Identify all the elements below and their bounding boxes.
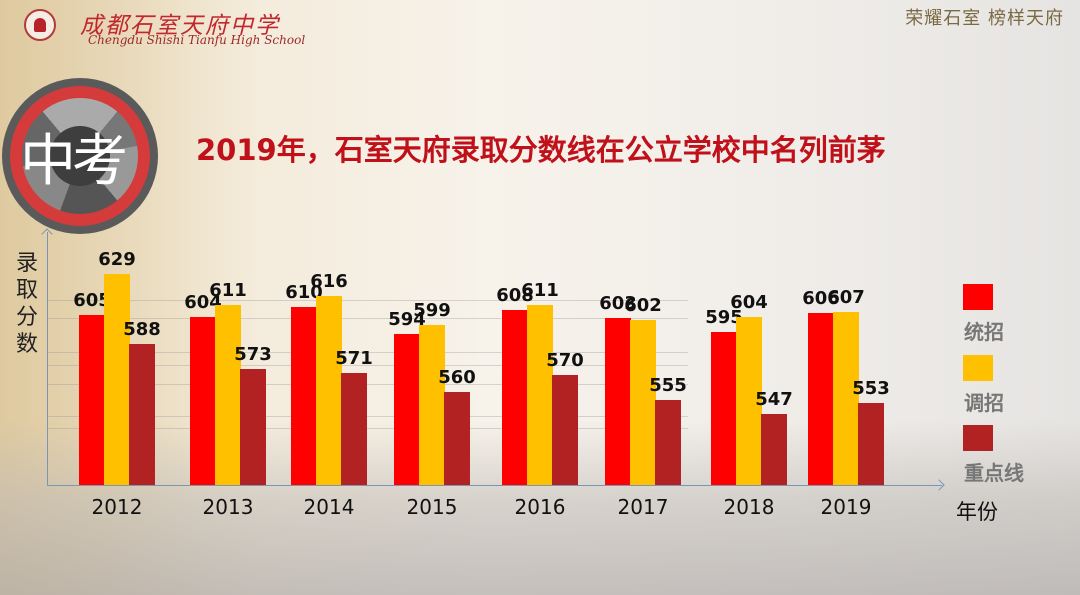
zhongkao-badge: 中考 (2, 78, 158, 234)
data-label: 610 (285, 281, 323, 303)
x-tick-label: 2017 (617, 495, 669, 519)
bar-2013-2 (240, 369, 266, 485)
data-label: 571 (335, 347, 373, 369)
gridline (48, 384, 688, 385)
data-label: 607 (827, 286, 865, 308)
data-label: 570 (546, 349, 584, 371)
gridline (48, 365, 688, 366)
bar-2015-0 (394, 333, 420, 485)
data-label: 611 (521, 279, 559, 301)
header: 成都石室天府中学 Chengdu Shishi Tianfu High Scho… (0, 0, 1080, 52)
data-label: 599 (413, 300, 451, 322)
x-tick-label: 2015 (406, 495, 458, 519)
bar-2018-0 (711, 332, 737, 485)
bar-2014-1 (316, 296, 342, 485)
bar-2012-2 (129, 343, 155, 485)
bar-2015-2 (444, 391, 470, 485)
bar-2019-0 (808, 313, 834, 485)
legend-label: 重点线 (964, 461, 1024, 485)
data-label: 629 (98, 249, 136, 271)
school-logo-icon (24, 9, 56, 41)
bar-2012-0 (79, 315, 105, 485)
bar-2012-1 (104, 274, 130, 485)
data-label: 616 (310, 271, 348, 293)
data-label: 608 (496, 284, 534, 306)
data-label: 602 (624, 295, 662, 317)
bar-2016-2 (552, 374, 578, 485)
legend-swatch-icon (963, 425, 993, 451)
bar-2016-0 (502, 309, 528, 485)
data-label: 594 (388, 308, 426, 330)
x-tick-label: 2016 (514, 495, 566, 519)
legend-swatch-icon (963, 284, 993, 310)
data-label: 555 (649, 375, 687, 396)
y-axis-label: 录取分数 (15, 251, 38, 357)
data-label: 588 (123, 318, 161, 340)
bar-2017-2 (655, 400, 681, 485)
x-tick-label: 2012 (91, 495, 143, 519)
bar-2017-0 (605, 318, 631, 485)
badge-center (50, 126, 110, 186)
bar-2019-1 (833, 311, 859, 485)
gridline (48, 416, 688, 417)
gridline (48, 300, 688, 301)
data-label: 573 (234, 344, 272, 366)
bar-2013-0 (190, 316, 216, 485)
data-label: 611 (209, 279, 247, 301)
data-label: 553 (852, 378, 890, 400)
school-motto: 荣耀石室 榜样天府 (905, 8, 1064, 29)
x-tick-label: 2013 (202, 495, 254, 519)
bar-2019-2 (858, 403, 884, 485)
legend-swatch-icon (963, 355, 993, 381)
badge-text: 中考 (20, 129, 128, 194)
school-name-cn: 成都石室天府中学 (80, 13, 280, 39)
bar-2018-2 (761, 413, 787, 485)
x-axis-label: 年份 (956, 500, 998, 524)
x-tick-label: 2019 (820, 495, 872, 519)
gridline (48, 352, 688, 353)
gridline (48, 318, 688, 319)
data-label: 603 (599, 293, 637, 315)
bar-2014-2 (341, 372, 367, 485)
x-tick-label: 2014 (303, 495, 355, 519)
data-label: 605 (73, 290, 111, 311)
y-axis (47, 232, 48, 485)
data-label: 547 (755, 388, 793, 410)
bar-2015-1 (419, 325, 445, 485)
bar-2013-1 (215, 304, 241, 485)
bar-2014-0 (291, 306, 317, 485)
bar-2018-1 (736, 316, 762, 485)
bar-2017-1 (630, 320, 656, 485)
x-axis (47, 485, 942, 486)
data-label: 560 (438, 366, 476, 388)
school-name-en: Chengdu Shishi Tianfu High School (88, 33, 306, 47)
legend-label: 统招 (964, 320, 1004, 344)
data-label: 604 (184, 291, 222, 313)
x-tick-label: 2018 (723, 495, 775, 519)
data-label: 606 (802, 288, 840, 310)
bar-2016-1 (527, 304, 553, 485)
data-label: 604 (730, 291, 768, 313)
data-label: 595 (705, 307, 743, 328)
gridline (48, 428, 688, 429)
legend-label: 调招 (964, 391, 1004, 415)
slide-title: 2019年，石室天府录取分数线在公立学校中名列前茅 (196, 133, 886, 167)
